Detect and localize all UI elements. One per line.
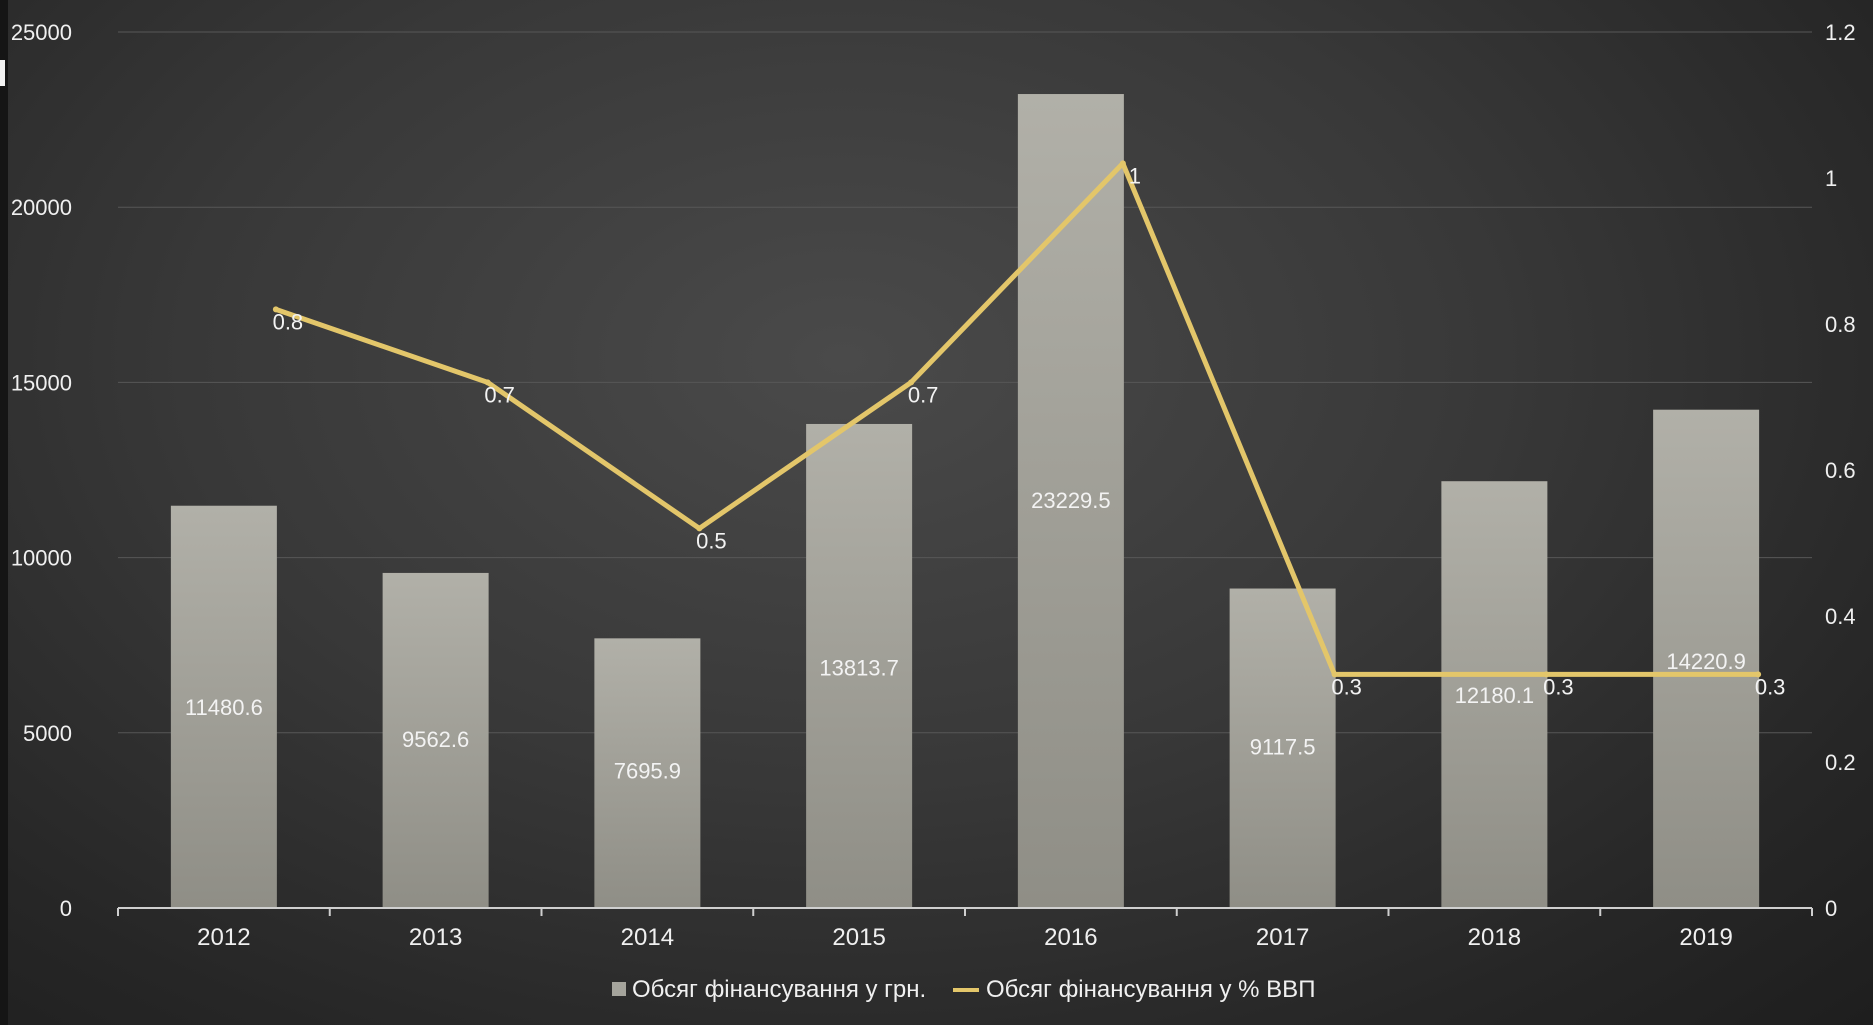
line-point [1755,671,1762,678]
window-edge [0,0,8,1025]
line-point [696,525,703,532]
bar-value-label: 14220.9 [1666,649,1746,674]
bar [1441,481,1548,908]
y-left-tick-label: 0 [60,896,72,921]
legend-bar-swatch [612,982,626,996]
line-value-label: 0.3 [1331,674,1362,699]
line-point [1543,671,1550,678]
line-point [908,379,915,386]
line-value-label: 0.5 [696,528,727,553]
y-right-tick-label: 0.2 [1825,750,1856,775]
bar [1017,94,1124,908]
x-tick-label: 2016 [1044,924,1097,951]
bar-value-label: 11480.6 [185,695,263,720]
x-tick-label: 2019 [1679,924,1732,951]
bar [594,638,701,908]
line-path [273,160,1761,677]
line-point [272,306,279,313]
y-left-tick-label: 10000 [11,546,72,571]
y-right-tick-label: 0 [1825,896,1837,921]
legend-line-label: Обсяг фінансування у % ВВП [986,976,1315,1003]
x-tick-label: 2013 [409,924,462,951]
line-value-label: 0.3 [1543,674,1574,699]
gridlines [118,31,1812,734]
x-tick-label: 2015 [832,924,885,951]
bar [806,423,913,908]
line-series [272,160,1762,678]
right-axis-ticks: 0 0.2 0.4 0.6 0.8 1 1.2 [1825,20,1856,921]
legend: Обсяг фінансування у грн. Обсяг фінансув… [612,976,1315,1003]
line-value-label: 0.7 [908,382,939,407]
bar-value-label: 9562.6 [402,727,469,752]
x-tick-label: 2017 [1256,924,1309,951]
line-value-label: 0.8 [273,309,304,334]
y-right-tick-label: 0.4 [1825,604,1856,629]
line-value-label: 0.3 [1755,674,1786,699]
y-left-tick-label: 25000 [11,20,72,45]
x-tick-label: 2014 [621,924,674,951]
legend-line-swatch [953,988,979,992]
window-edge-marker [0,60,5,86]
bar [1229,588,1336,908]
bar-value-label: 12180.1 [1455,683,1535,708]
legend-bar-label: Обсяг фінансування у грн. [632,976,926,1003]
bar-value-label: 7695.9 [614,759,681,784]
line-point [484,379,491,386]
y-left-tick-label: 15000 [11,370,72,395]
y-right-tick-label: 1.2 [1825,20,1856,45]
y-right-tick-label: 1 [1825,166,1837,191]
y-left-tick-label: 20000 [11,195,72,220]
bar-value-label: 9117.5 [1250,735,1316,760]
line-point [1331,671,1338,678]
bar [1653,409,1760,908]
y-right-tick-label: 0.8 [1825,312,1856,337]
line-value-label: 0.7 [484,382,515,407]
x-axis: 2012 2013 2014 2015 2016 2017 2018 2019 [117,907,1813,951]
bar-value-label: 13813.7 [819,656,899,681]
line-point [1119,160,1126,167]
bar-data-labels: 11480.6 9562.6 7695.9 13813.7 23229.5 9117.5 1… [185,488,1746,784]
bar [170,505,277,908]
y-left-tick-label: 5000 [23,721,72,746]
x-tick-label: 2018 [1468,924,1521,951]
line-data-labels: 0.8 0.7 0.5 0.7 1 0.3 0.3 0.3 [273,163,1786,699]
left-axis-ticks: 0 5000 10000 15000 20000 25000 [11,20,72,921]
bar [382,572,489,908]
bar-series [170,94,1760,908]
y-right-tick-label: 0.6 [1825,458,1856,483]
bar-value-label: 23229.5 [1031,488,1111,513]
x-tick-label: 2012 [197,924,250,951]
line-value-label: 1 [1129,163,1141,188]
